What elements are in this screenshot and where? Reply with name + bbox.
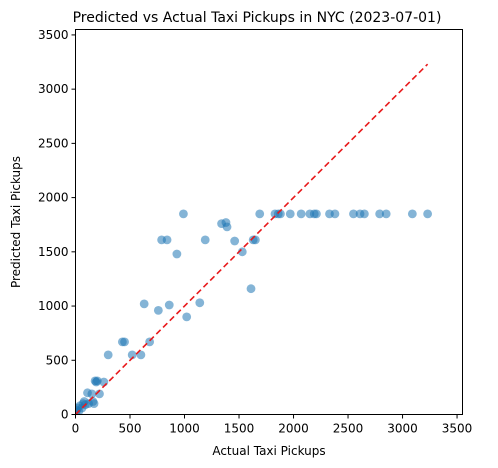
data-point xyxy=(179,209,188,219)
data-point xyxy=(381,209,391,219)
data-point xyxy=(195,298,205,308)
data-point xyxy=(127,350,137,360)
data-point xyxy=(89,399,99,409)
y-tick-label: 2000 xyxy=(38,191,69,205)
data-point xyxy=(162,235,172,245)
data-point xyxy=(250,235,260,245)
reference-line-group xyxy=(74,63,429,416)
data-point xyxy=(246,284,256,294)
data-point xyxy=(359,209,369,219)
chart-title: Predicted vs Actual Taxi Pickups in NYC … xyxy=(73,10,442,26)
x-axis-label: Actual Taxi Pickups xyxy=(212,444,325,458)
data-point xyxy=(200,235,210,245)
x-tick-label: 2000 xyxy=(278,422,309,436)
y-tick-label: 3000 xyxy=(38,82,69,96)
y-axis-label: Predicted Taxi Pickups xyxy=(9,156,23,288)
data-point xyxy=(255,209,265,219)
data-point xyxy=(103,350,113,360)
data-point xyxy=(87,389,97,399)
scatter-points xyxy=(75,209,433,415)
data-point xyxy=(172,249,182,259)
data-point xyxy=(164,300,174,310)
x-tick-label: 500 xyxy=(119,422,142,436)
plot-area-frame xyxy=(75,29,463,415)
data-point xyxy=(153,305,163,315)
data-point xyxy=(99,377,109,387)
data-point xyxy=(222,222,232,232)
y-tick-label: 1000 xyxy=(38,299,69,313)
data-point xyxy=(92,376,102,386)
y-tick-label: 3500 xyxy=(38,28,69,42)
data-point xyxy=(230,236,240,246)
x-tick-label: 1500 xyxy=(224,422,255,436)
x-tick-label: 1000 xyxy=(169,422,200,436)
y-tick-label: 1500 xyxy=(38,245,69,259)
x-tick-label: 3500 xyxy=(442,422,473,436)
y-tick-label: 0 xyxy=(61,408,69,422)
data-point xyxy=(296,209,306,219)
data-point xyxy=(285,209,295,219)
y-tick-label: 2500 xyxy=(38,136,69,150)
data-point xyxy=(312,209,321,219)
data-point xyxy=(423,209,433,219)
data-point xyxy=(375,209,385,219)
x-axis-ticks: 0 500 1000 1500 2000 2500 3000 3500 xyxy=(72,414,473,436)
x-tick-label: 3000 xyxy=(387,422,418,436)
y-tick-label: 500 xyxy=(46,353,69,367)
data-point xyxy=(237,247,247,257)
data-point xyxy=(182,312,192,322)
data-point xyxy=(139,299,149,309)
y-axis-ticks: 0 500 1000 1500 2000 2500 3000 3500 xyxy=(38,28,76,422)
data-point xyxy=(276,209,285,219)
data-point xyxy=(95,389,104,399)
data-point xyxy=(120,337,129,347)
data-point xyxy=(407,209,417,219)
data-point xyxy=(330,209,340,219)
data-point xyxy=(349,209,358,219)
ideal-fit-line xyxy=(74,63,429,416)
x-tick-label: 2500 xyxy=(333,422,364,436)
x-tick-label: 0 xyxy=(72,422,80,436)
